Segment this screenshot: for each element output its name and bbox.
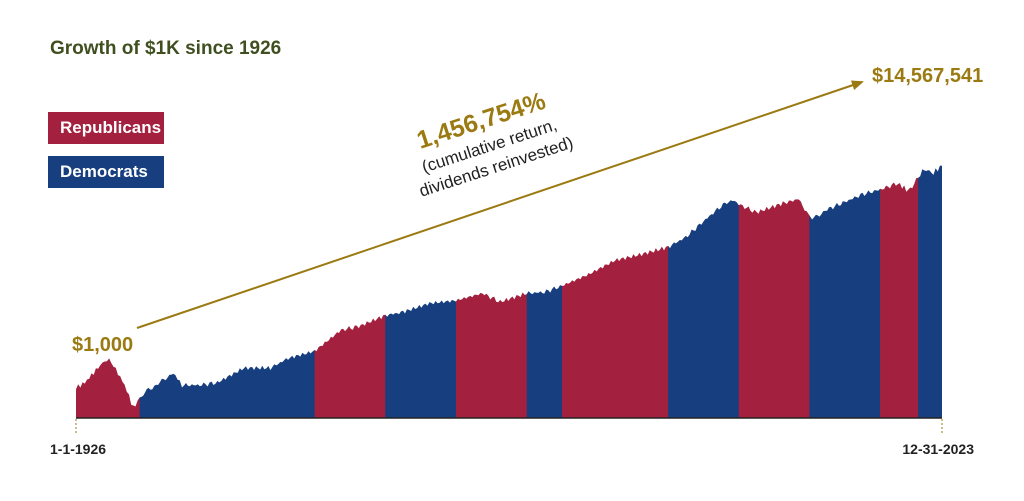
legend-democrats: Democrats — [48, 156, 164, 188]
band-republicans-10 — [880, 165, 919, 418]
start-value-label: $1,000 — [72, 334, 133, 356]
band-republicans-8 — [738, 165, 811, 418]
legend-republicans: Republicans — [48, 112, 164, 144]
growth-arrow — [136, 80, 864, 329]
band-republicans-0 — [76, 165, 141, 418]
band-republicans-2 — [314, 165, 386, 418]
band-democrats-9 — [809, 165, 881, 418]
chart-title: Growth of $1K since 1926 — [50, 38, 282, 59]
x-tick-end: 12-31-2023 — [902, 441, 974, 457]
band-democrats-1 — [139, 165, 316, 418]
band-republicans-6 — [562, 165, 669, 418]
band-democrats-3 — [385, 165, 457, 418]
band-democrats-11 — [918, 165, 942, 418]
end-value-label: $14,567,541 — [872, 65, 983, 87]
return-annotation: 1,456,754% (cumulative return, dividends… — [413, 87, 575, 201]
x-tick-start: 1-1-1926 — [50, 441, 106, 457]
band-democrats-7 — [668, 165, 740, 418]
